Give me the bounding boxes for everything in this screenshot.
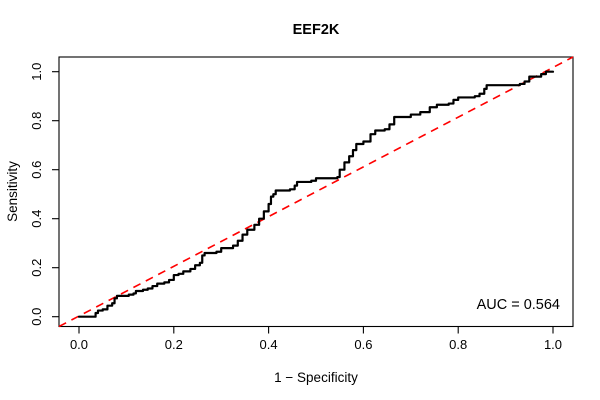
y-tick-label: 0.2 xyxy=(29,259,44,277)
x-axis-tick-labels: 0.0 0.2 0.4 0.6 0.8 1.0 xyxy=(70,337,562,352)
x-tick-label: 0.2 xyxy=(165,337,183,352)
y-axis-label: Sensitivity xyxy=(5,161,20,222)
y-tick-label: 1.0 xyxy=(29,63,44,81)
y-tick-label: 0.4 xyxy=(29,210,44,228)
x-tick-label: 0.8 xyxy=(449,337,467,352)
chart-title: EEF2K xyxy=(293,22,340,38)
x-axis-ticks xyxy=(78,326,554,334)
x-tick-label: 1.0 xyxy=(544,337,562,352)
auc-annotation: AUC = 0.564 xyxy=(477,297,560,313)
y-axis-tick-labels: 0.0 0.2 0.4 0.6 0.8 1.0 xyxy=(29,63,44,326)
y-tick-label: 0.8 xyxy=(29,112,44,130)
x-tick-label: 0.6 xyxy=(354,337,372,352)
x-tick-label: 0.0 xyxy=(70,337,88,352)
y-tick-label: 0.0 xyxy=(29,308,44,326)
y-tick-label: 0.6 xyxy=(29,161,44,179)
y-axis-ticks xyxy=(52,71,59,318)
chance-diagonal-line xyxy=(58,56,574,328)
x-tick-label: 0.4 xyxy=(260,337,278,352)
roc-curve-line xyxy=(77,70,555,318)
plot-box xyxy=(58,56,574,328)
x-axis-label: 1 − Specificity xyxy=(274,370,358,385)
